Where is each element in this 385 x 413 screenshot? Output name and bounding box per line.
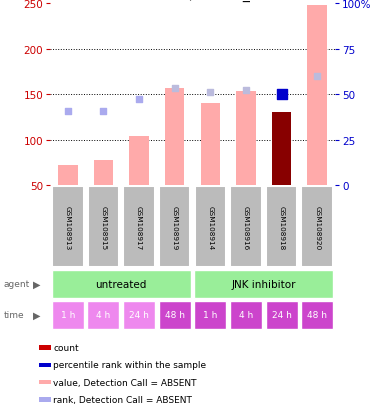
Bar: [58, 166, 78, 186]
Text: GSM108919: GSM108919: [172, 205, 178, 249]
FancyBboxPatch shape: [159, 187, 190, 268]
FancyBboxPatch shape: [266, 187, 297, 268]
Bar: [38, 397, 51, 401]
FancyBboxPatch shape: [195, 187, 226, 268]
Point: [100, 108, 107, 115]
FancyBboxPatch shape: [230, 187, 261, 268]
Bar: [38, 363, 51, 367]
Point: [207, 90, 213, 97]
Point: [243, 87, 249, 94]
Text: GSM108917: GSM108917: [136, 205, 142, 249]
Text: GSM108920: GSM108920: [314, 205, 320, 249]
Text: count: count: [53, 343, 79, 352]
Title: GDS2081 / 35598_at: GDS2081 / 35598_at: [121, 0, 264, 2]
Bar: [272, 113, 291, 186]
Bar: [165, 89, 184, 186]
Text: GSM108916: GSM108916: [243, 205, 249, 249]
Text: GSM108915: GSM108915: [100, 205, 107, 249]
FancyBboxPatch shape: [301, 301, 333, 329]
FancyBboxPatch shape: [301, 187, 333, 268]
Text: GSM108913: GSM108913: [65, 205, 71, 249]
Text: 24 h: 24 h: [271, 311, 291, 319]
Text: 4 h: 4 h: [96, 311, 110, 319]
Point: [136, 96, 142, 103]
FancyBboxPatch shape: [123, 301, 155, 329]
Text: 24 h: 24 h: [129, 311, 149, 319]
Bar: [129, 137, 149, 186]
Text: JNK inhibitor: JNK inhibitor: [231, 279, 296, 289]
Bar: [201, 104, 220, 186]
Point: [65, 108, 71, 115]
Text: 48 h: 48 h: [165, 311, 185, 319]
Bar: [94, 160, 113, 186]
Text: 4 h: 4 h: [239, 311, 253, 319]
Bar: [38, 346, 51, 350]
FancyBboxPatch shape: [266, 301, 298, 329]
Text: agent: agent: [4, 280, 30, 288]
Point: [314, 74, 320, 80]
FancyBboxPatch shape: [87, 301, 119, 329]
FancyBboxPatch shape: [52, 301, 84, 329]
FancyBboxPatch shape: [124, 187, 155, 268]
Bar: [236, 92, 256, 186]
Bar: [307, 6, 327, 186]
FancyBboxPatch shape: [194, 270, 333, 298]
Text: GSM108914: GSM108914: [207, 205, 213, 249]
Text: value, Detection Call = ABSENT: value, Detection Call = ABSENT: [53, 378, 197, 387]
FancyBboxPatch shape: [52, 187, 84, 268]
Text: 1 h: 1 h: [61, 311, 75, 319]
Text: untreated: untreated: [95, 279, 147, 289]
Text: time: time: [4, 311, 25, 319]
FancyBboxPatch shape: [88, 187, 119, 268]
Text: ▶: ▶: [33, 279, 40, 289]
Bar: [38, 380, 51, 385]
FancyBboxPatch shape: [52, 270, 191, 298]
Text: GSM108918: GSM108918: [278, 205, 285, 249]
FancyBboxPatch shape: [159, 301, 191, 329]
Text: rank, Detection Call = ABSENT: rank, Detection Call = ABSENT: [53, 395, 192, 404]
Text: 1 h: 1 h: [203, 311, 218, 319]
Text: ▶: ▶: [33, 310, 40, 320]
FancyBboxPatch shape: [230, 301, 262, 329]
Point: [278, 92, 285, 98]
Point: [172, 85, 178, 92]
Text: 48 h: 48 h: [307, 311, 327, 319]
Text: percentile rank within the sample: percentile rank within the sample: [53, 361, 206, 369]
FancyBboxPatch shape: [194, 301, 226, 329]
